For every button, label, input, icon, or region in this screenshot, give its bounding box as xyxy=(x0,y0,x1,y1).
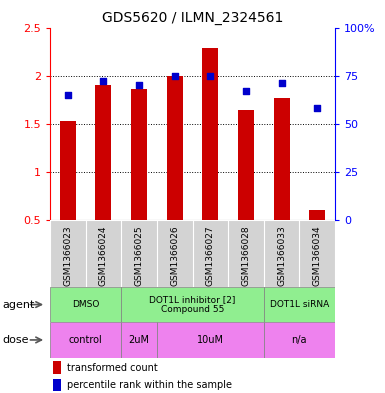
Text: 10uM: 10uM xyxy=(197,335,224,345)
Point xyxy=(314,105,320,112)
Bar xyxy=(157,322,264,358)
Bar xyxy=(121,322,157,358)
Text: GSM1366026: GSM1366026 xyxy=(170,226,179,286)
Text: agent: agent xyxy=(2,299,34,310)
Bar xyxy=(264,287,335,322)
Text: transformed count: transformed count xyxy=(67,362,158,373)
Text: 2uM: 2uM xyxy=(129,335,150,345)
Bar xyxy=(167,75,183,220)
Bar xyxy=(264,322,335,358)
Point xyxy=(207,72,213,79)
Point xyxy=(243,88,249,94)
Text: DOT1L inhibitor [2]
Compound 55: DOT1L inhibitor [2] Compound 55 xyxy=(149,295,236,314)
Point xyxy=(65,92,71,98)
Text: control: control xyxy=(69,335,102,345)
Bar xyxy=(121,287,264,322)
Text: GSM1366023: GSM1366023 xyxy=(64,226,72,286)
Bar xyxy=(95,85,112,220)
Point xyxy=(278,80,285,86)
Bar xyxy=(131,89,147,220)
Bar xyxy=(53,361,62,373)
Text: DMSO: DMSO xyxy=(72,300,99,309)
Text: DOT1L siRNA: DOT1L siRNA xyxy=(270,300,329,309)
Text: percentile rank within the sample: percentile rank within the sample xyxy=(67,380,232,390)
Bar xyxy=(309,211,325,220)
Point xyxy=(172,72,178,79)
Text: n/a: n/a xyxy=(291,335,307,345)
Bar xyxy=(50,287,121,322)
Text: dose: dose xyxy=(2,335,28,345)
Bar xyxy=(273,98,290,220)
Text: GSM1366024: GSM1366024 xyxy=(99,226,108,286)
Bar xyxy=(238,110,254,220)
Text: GSM1366033: GSM1366033 xyxy=(277,226,286,286)
Text: GDS5620 / ILMN_2324561: GDS5620 / ILMN_2324561 xyxy=(102,11,283,25)
Point xyxy=(136,82,142,88)
Text: GSM1366028: GSM1366028 xyxy=(241,226,250,286)
Text: GSM1366027: GSM1366027 xyxy=(206,226,215,286)
Bar xyxy=(60,121,76,220)
Bar xyxy=(202,48,218,220)
Text: GSM1366025: GSM1366025 xyxy=(135,226,144,286)
Text: GSM1366034: GSM1366034 xyxy=(313,226,321,286)
Point xyxy=(100,78,107,84)
Bar xyxy=(53,379,62,391)
Bar xyxy=(50,322,121,358)
